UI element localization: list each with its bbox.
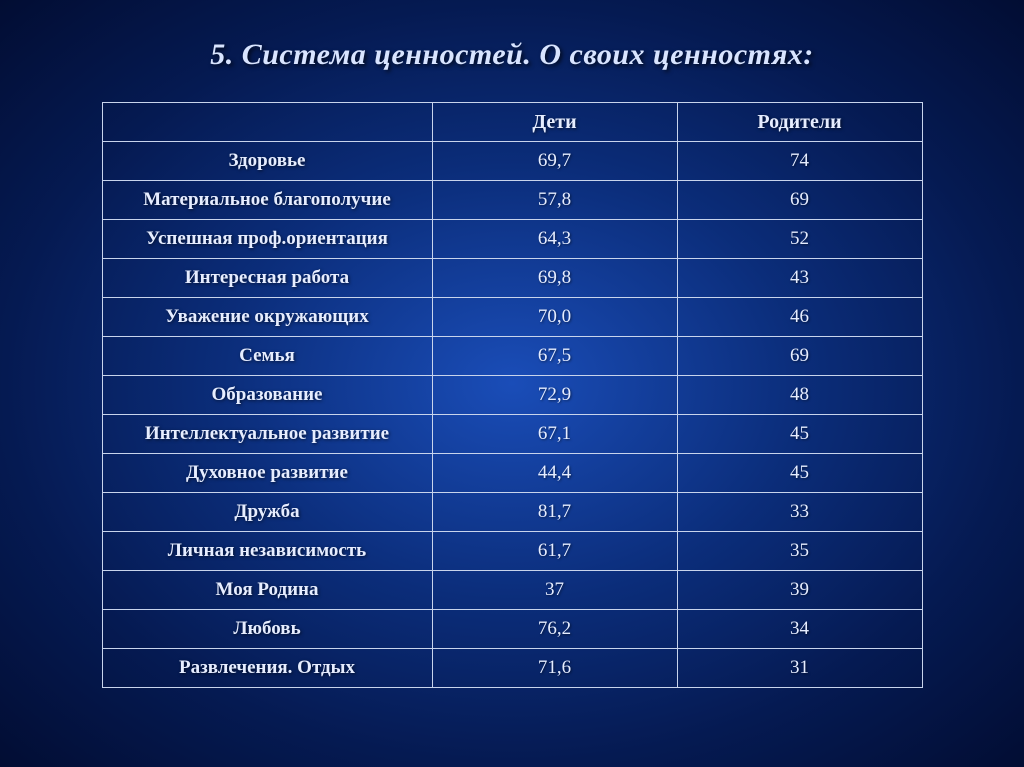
row-label: Образование [102,376,432,415]
cell-children: 67,1 [432,415,677,454]
table-row: Личная независимость 61,7 35 [102,532,922,571]
cell-parents: 48 [677,376,922,415]
row-label: Интеллектуальное развитие [102,415,432,454]
slide-title: 5. Система ценностей. О своих ценностях: [210,38,814,72]
col-header-children: Дети [432,103,677,142]
cell-children: 70,0 [432,298,677,337]
cell-parents: 69 [677,181,922,220]
table-row: Интересная работа 69,8 43 [102,259,922,298]
cell-parents: 43 [677,259,922,298]
row-label: Духовное развитие [102,454,432,493]
cell-children: 57,8 [432,181,677,220]
table-row: Успешная проф.ориентация 64,3 52 [102,220,922,259]
cell-parents: 35 [677,532,922,571]
cell-children: 61,7 [432,532,677,571]
cell-children: 72,9 [432,376,677,415]
cell-parents: 45 [677,415,922,454]
cell-children: 37 [432,571,677,610]
cell-children: 69,8 [432,259,677,298]
cell-children: 67,5 [432,337,677,376]
cell-parents: 34 [677,610,922,649]
row-label: Дружба [102,493,432,532]
row-label: Уважение окружающих [102,298,432,337]
cell-parents: 39 [677,571,922,610]
table-row: Интеллектуальное развитие 67,1 45 [102,415,922,454]
cell-children: 64,3 [432,220,677,259]
slide: 5. Система ценностей. О своих ценностях:… [0,0,1024,767]
cell-parents: 33 [677,493,922,532]
row-label: Любовь [102,610,432,649]
cell-parents: 31 [677,649,922,688]
cell-children: 44,4 [432,454,677,493]
table-row: Развлечения. Отдых 71,6 31 [102,649,922,688]
row-label: Успешная проф.ориентация [102,220,432,259]
col-header-empty [102,103,432,142]
table-row: Семья 67,5 69 [102,337,922,376]
row-label: Здоровье [102,142,432,181]
table-row: Любовь 76,2 34 [102,610,922,649]
table-row: Образование 72,9 48 [102,376,922,415]
table-row: Дружба 81,7 33 [102,493,922,532]
col-header-parents: Родители [677,103,922,142]
table-row: Духовное развитие 44,4 45 [102,454,922,493]
row-label: Развлечения. Отдых [102,649,432,688]
cell-parents: 52 [677,220,922,259]
table-header-row: Дети Родители [102,103,922,142]
row-label: Моя Родина [102,571,432,610]
cell-parents: 45 [677,454,922,493]
table-row: Уважение окружающих 70,0 46 [102,298,922,337]
cell-parents: 74 [677,142,922,181]
cell-children: 69,7 [432,142,677,181]
row-label: Семья [102,337,432,376]
values-table: Дети Родители Здоровье 69,7 74 Материаль… [102,102,923,688]
row-label: Личная независимость [102,532,432,571]
cell-parents: 69 [677,337,922,376]
table-row: Здоровье 69,7 74 [102,142,922,181]
cell-parents: 46 [677,298,922,337]
cell-children: 81,7 [432,493,677,532]
table-row: Материальное благополучие 57,8 69 [102,181,922,220]
row-label: Материальное благополучие [102,181,432,220]
cell-children: 76,2 [432,610,677,649]
table-row: Моя Родина 37 39 [102,571,922,610]
cell-children: 71,6 [432,649,677,688]
row-label: Интересная работа [102,259,432,298]
